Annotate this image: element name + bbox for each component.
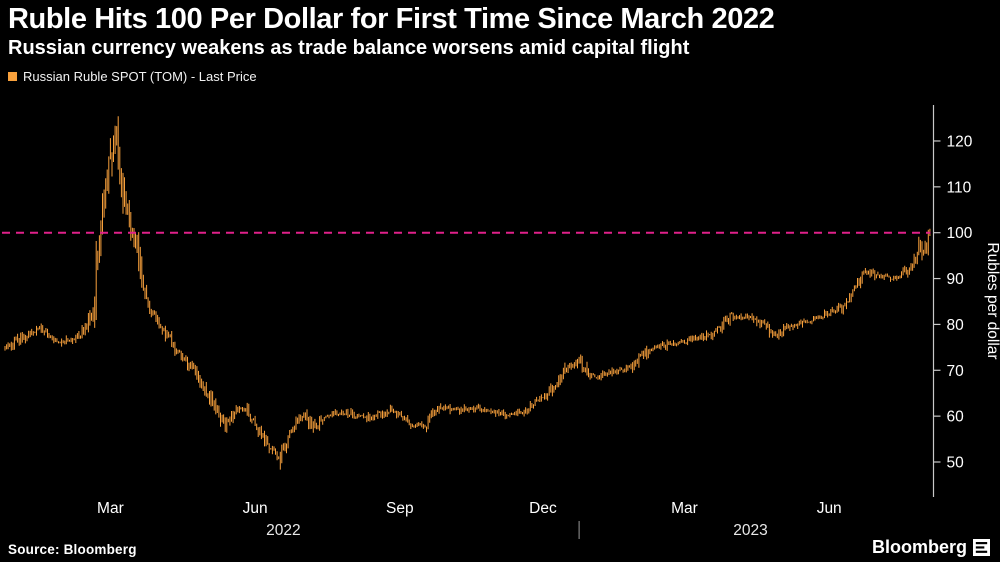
y-axis: 50 60 70 80 90 100 110 120 Rubles per dollar <box>932 105 1000 497</box>
x-tick-label: Dec <box>529 500 557 517</box>
page-title: Ruble Hits 100 Per Dollar for First Time… <box>8 3 775 35</box>
x-axis: Mar Jun Sep Dec Mar Jun 2022 2023 <box>97 500 842 539</box>
source-note: Source: Bloomberg <box>8 542 137 557</box>
y-tick-label: 90 <box>947 271 965 288</box>
legend: Russian Ruble SPOT (TOM) - Last Price <box>8 69 992 84</box>
bloomberg-logo-icon <box>973 539 990 556</box>
y-axis-title: Rubles per dollar <box>984 242 1000 359</box>
y-tick-label: 50 <box>947 455 965 472</box>
page-subtitle: Russian currency weakens as trade balanc… <box>8 37 690 60</box>
x-tick-label: Mar <box>671 500 698 517</box>
y-tick-label: 70 <box>947 363 965 380</box>
x-tick-label: Jun <box>817 500 842 517</box>
year-label: 2022 <box>266 522 300 539</box>
bloomberg-wordmark: Bloomberg <box>871 537 967 557</box>
y-tick-label: 80 <box>947 317 965 334</box>
chart-header: Ruble Hits 100 Per Dollar for First Time… <box>8 0 992 84</box>
bloomberg-logo: Bloomberg <box>872 537 990 558</box>
x-tick-label: Sep <box>386 500 414 517</box>
legend-swatch-icon <box>8 72 17 82</box>
x-tick-label: Mar <box>97 500 124 517</box>
y-tick-label: 120 <box>947 133 973 150</box>
x-tick-label: Jun <box>243 500 268 517</box>
legend-label: Russian Ruble SPOT (TOM) - Last Price <box>23 69 257 85</box>
y-tick-label: 60 <box>947 409 965 426</box>
year-label: 2023 <box>733 522 767 539</box>
price-series <box>4 116 931 470</box>
y-tick-label: 100 <box>947 225 973 242</box>
y-tick-label: 110 <box>947 179 972 196</box>
